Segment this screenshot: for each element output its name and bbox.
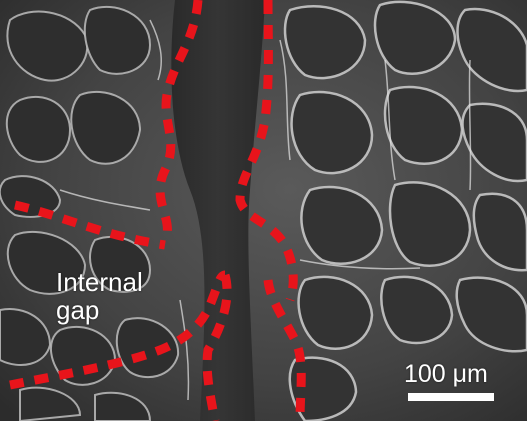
boundary-left-upper [155, 0, 203, 243]
central-channel [171, 0, 265, 421]
wall-highlights [59, 19, 472, 401]
scale-bar-line [408, 393, 494, 401]
pore-walls-right [283, 0, 527, 421]
pore-walls [0, 5, 180, 421]
scale-bar-label: 100 μm [404, 360, 488, 388]
boundary-right-upper [235, 0, 298, 302]
internal-gap-label-line-1: Internal [56, 267, 143, 297]
internal-gap-label: Internal gap [56, 268, 176, 324]
scale-bar: 100 μm [400, 360, 510, 410]
internal-gap-label-line-2: gap [56, 295, 100, 325]
boundary-left-branch [14, 200, 166, 250]
boundary-lower-left [9, 270, 227, 390]
red-dashed-boundaries [9, 0, 306, 421]
boundary-lower-center [202, 273, 232, 421]
